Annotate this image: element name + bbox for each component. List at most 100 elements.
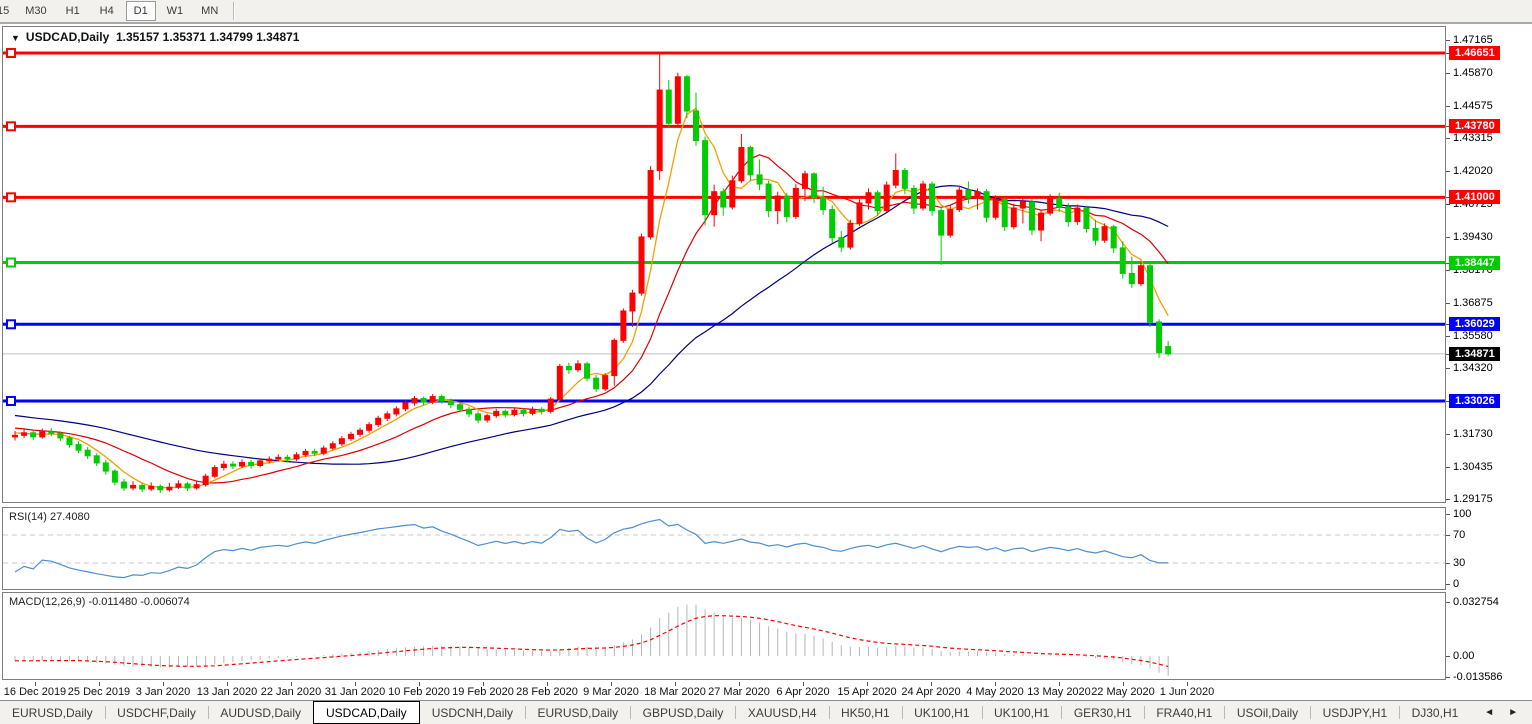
axis-tick	[1446, 602, 1450, 604]
axis-label: 1.47165	[1453, 33, 1493, 46]
date-tick	[675, 682, 676, 686]
axis-tick	[1446, 353, 1450, 355]
macd-indicator-panel[interactable]: MACD(12,26,9) -0.011480 -0.006074	[2, 592, 1446, 680]
chart-tab-uk100-9[interactable]: UK100,H1	[914, 705, 970, 720]
axis-label: 1.34320	[1453, 361, 1493, 374]
chart-tab-usdcad-3[interactable]: USDCAD,Daily	[313, 701, 420, 724]
date-label: 4 May 2020	[966, 686, 1024, 698]
chart-tab-usdcnh-4[interactable]: USDCNH,Daily	[431, 705, 514, 720]
toolbar-separator	[233, 2, 236, 20]
timeframe-button-m30[interactable]: M30	[25, 5, 47, 17]
axis-label: 0.032754	[1453, 596, 1499, 609]
date-tick	[99, 682, 100, 686]
axis-tick	[1446, 138, 1450, 140]
chart-tab-usdchf-1[interactable]: USDCHF,Daily	[117, 705, 196, 720]
axis-label: 0.00	[1453, 650, 1475, 662]
timeframe-button-d1[interactable]: D1	[125, 1, 156, 21]
date-tick	[35, 682, 36, 686]
chart-tab-eurusd-0[interactable]: EURUSD,Daily	[12, 705, 93, 720]
axis-label: 100	[1453, 508, 1472, 520]
axis-tick	[1446, 197, 1450, 199]
date-tick	[1187, 682, 1188, 686]
price-level-badge: 1.36029	[1449, 317, 1500, 332]
chart-tab-uk100-10[interactable]: UK100,H1	[993, 705, 1050, 720]
axis-label: 1.44575	[1453, 100, 1493, 113]
chart-tab-ger30-11[interactable]: GER30,H1	[1073, 705, 1132, 720]
timeframe-button-15[interactable]: 15	[0, 5, 10, 17]
axis-tick	[1446, 262, 1450, 264]
chart-menu-icon[interactable]: ▼	[11, 33, 20, 43]
chart-area: ▼ USDCAD,Daily 1.35157 1.35371 1.34799 1.…	[0, 26, 1532, 698]
date-label: 10 Feb 2020	[388, 686, 450, 698]
axis-tick	[1446, 584, 1450, 585]
axis-tick	[1446, 434, 1450, 436]
horizontal-level-lines	[3, 47, 1445, 406]
axis-label: 0	[1453, 578, 1460, 590]
axis-tick	[1446, 335, 1450, 337]
chart-tab-usdjpy-14[interactable]: USDJPY,H1	[1322, 705, 1388, 720]
axis-tick	[1446, 269, 1450, 271]
date-label: 6 Apr 2020	[776, 686, 830, 698]
date-axis[interactable]: 16 Dec 2019 25 Dec 2019 3 Jan 2020 13 Jan 2…	[2, 682, 1446, 698]
axis-tick	[1446, 324, 1450, 326]
axis-tick	[1446, 677, 1450, 678]
date-tick	[803, 682, 804, 686]
date-label: 24 Apr 2020	[901, 686, 961, 698]
axis-label: 70	[1453, 529, 1466, 541]
axis-label: 1.45870	[1453, 66, 1493, 79]
date-label: 19 Feb 2020	[452, 686, 514, 698]
timeframe-button-h4[interactable]: H4	[99, 5, 114, 17]
price-chart-svg[interactable]	[3, 27, 1445, 502]
price-level-badge: 1.41000	[1449, 190, 1500, 205]
timeframe-button-mn[interactable]: MN	[201, 5, 219, 17]
candlestick-series	[12, 52, 1172, 494]
date-tick	[355, 682, 356, 686]
price-axis[interactable]: 1.47165 1.45870 1.44575 1.43315 1.42020 1.407…	[1446, 26, 1532, 698]
price-level-badge: 1.43780	[1449, 119, 1500, 134]
axis-tick	[1446, 72, 1450, 74]
tab-scroll-right-icon[interactable]: ►	[1508, 707, 1519, 718]
chart-tab-xauusd-7[interactable]: XAUUSD,H4	[747, 705, 817, 720]
date-label: 22 May 2020	[1091, 686, 1155, 698]
price-level-badge: 1.46651	[1449, 45, 1500, 60]
date-label: 28 Feb 2020	[516, 686, 578, 698]
chart-tab-dj30-15[interactable]: DJ30,H1	[1411, 705, 1459, 720]
price-chart-panel[interactable]: ▼ USDCAD,Daily 1.35157 1.35371 1.34799 1.…	[2, 26, 1446, 503]
axis-tick	[1446, 204, 1450, 206]
chart-tab-fra40-12[interactable]: FRA40,H1	[1156, 705, 1213, 720]
date-tick	[419, 682, 420, 686]
price-level-badge: 1.38447	[1449, 255, 1500, 270]
axis-tick	[1446, 563, 1450, 564]
chart-tab-usoil-13[interactable]: USOil,Daily	[1236, 705, 1299, 720]
chart-tab-eurusd-5[interactable]: EURUSD,Daily	[537, 705, 619, 720]
axis-label: 1.30435	[1453, 461, 1493, 474]
rsi-label: RSI(14) 27.4080	[9, 511, 90, 523]
chart-tab-audusd-2[interactable]: AUDUSD,Daily	[220, 705, 301, 720]
chart-tab-gbpusd-6[interactable]: GBPUSD,Daily	[642, 705, 724, 720]
date-label: 9 Mar 2020	[583, 686, 639, 698]
tab-scroll-left-icon[interactable]: ◄	[1484, 707, 1495, 718]
price-level-badge: 1.33026	[1449, 393, 1500, 408]
date-tick	[1123, 682, 1124, 686]
macd-chart-svg[interactable]	[3, 593, 1445, 679]
rsi-indicator-panel[interactable]: RSI(14) 27.4080	[2, 507, 1446, 590]
chart-tab-hk50-8[interactable]: HK50,H1	[840, 705, 890, 720]
timeframe-button-h1[interactable]: H1	[65, 5, 80, 17]
axis-tick	[1446, 535, 1450, 536]
date-label: 1 Jun 2020	[1159, 686, 1215, 698]
chart-symbol-label: USDCAD,Daily	[25, 30, 110, 44]
date-tick	[931, 682, 932, 686]
macd-signal-line	[15, 615, 1169, 668]
date-label: 13 Jan 2020	[196, 686, 258, 698]
date-label: 15 Apr 2020	[837, 686, 897, 698]
date-label: 25 Dec 2019	[67, 686, 131, 698]
axis-tick	[1446, 656, 1450, 657]
macd-label: MACD(12,26,9) -0.011480 -0.006074	[9, 596, 190, 608]
rsi-chart-svg[interactable]	[3, 508, 1445, 589]
axis-label: -0.013586	[1453, 671, 1503, 683]
date-tick	[227, 682, 228, 686]
axis-label: 30	[1453, 557, 1466, 569]
timeframe-button-w1[interactable]: W1	[166, 5, 184, 17]
axis-tick	[1446, 302, 1450, 304]
